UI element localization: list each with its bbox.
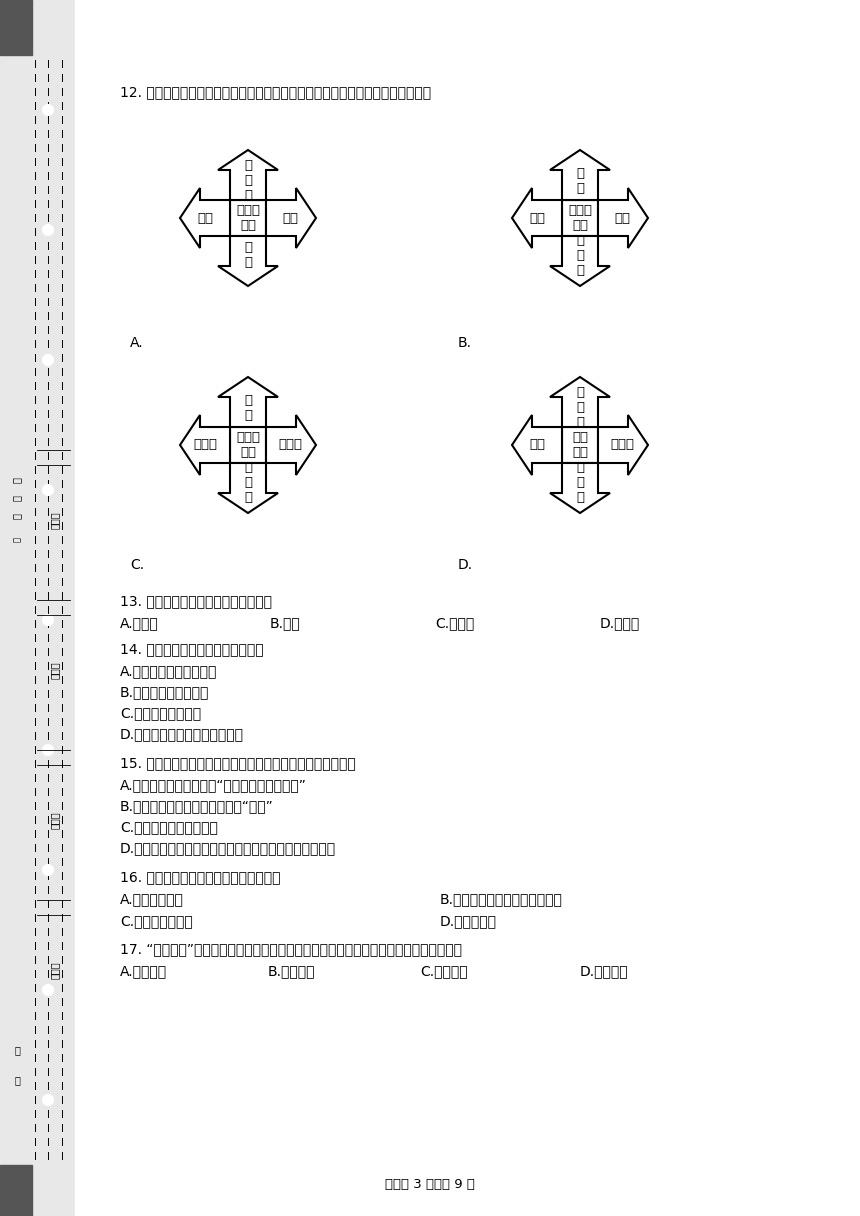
- Text: 16. 日本多火山、地震的原因是（　　）: 16. 日本多火山、地震的原因是（ ）: [120, 869, 280, 884]
- Polygon shape: [512, 415, 562, 475]
- Text: 亚
洲: 亚 洲: [244, 394, 252, 422]
- Text: 地
中
海: 地 中 海: [576, 233, 584, 277]
- Text: 订: 订: [13, 537, 22, 542]
- Text: 太
平
洋: 太 平 洋: [576, 461, 584, 503]
- Polygon shape: [598, 188, 648, 248]
- Circle shape: [42, 355, 53, 366]
- Bar: [0, 0, 32, 55]
- Text: A.: A.: [130, 336, 144, 350]
- Text: 学校：: 学校：: [50, 961, 60, 979]
- Text: B.位于板块交界地带，地壳活跃: B.位于板块交界地带，地壳活跃: [440, 893, 563, 906]
- Polygon shape: [218, 236, 278, 286]
- Text: 大
洋
洲: 大 洋 洲: [244, 461, 252, 503]
- Text: 欧洲: 欧洲: [530, 212, 546, 225]
- Text: D.地球岩石圈由七大板块拼合而成，各板块处于运动状态: D.地球岩石圈由七大板块拼合而成，各板块处于运动状态: [120, 841, 336, 855]
- Text: B.从太空中看到的地球更像一个“水球”: B.从太空中看到的地球更像一个“水球”: [120, 799, 273, 814]
- Text: A.北美洲、非洲、大洋洲: A.北美洲、非洲、大洋洲: [120, 664, 218, 679]
- Circle shape: [42, 225, 53, 236]
- Bar: [0, 1165, 32, 1216]
- Text: C.地形以山地为主: C.地形以山地为主: [120, 914, 193, 928]
- Text: 13. 全部位于南半球的大洲是（　　）: 13. 全部位于南半球的大洲是（ ）: [120, 593, 272, 608]
- Polygon shape: [266, 188, 316, 248]
- Text: 亚洲: 亚洲: [530, 439, 546, 451]
- Text: 试卷第 3 页，总 9 页: 试卷第 3 页，总 9 页: [385, 1178, 475, 1190]
- Text: 线: 线: [12, 513, 22, 519]
- Text: C.地形地势: C.地形地势: [420, 964, 468, 978]
- Polygon shape: [598, 415, 648, 475]
- Text: 亚洲: 亚洲: [282, 212, 298, 225]
- Bar: [562, 199, 598, 236]
- Text: C.世界海陆分布很不均匀: C.世界海陆分布很不均匀: [120, 820, 218, 834]
- Text: 北
冰
洋: 北 冰 洋: [576, 387, 584, 429]
- Text: 内: 内: [14, 1045, 20, 1055]
- Text: D.南美洲、非洲、亚洲、大洋洲: D.南美洲、非洲、亚洲、大洋洲: [120, 727, 244, 741]
- Text: C.只有非洲和南美洲: C.只有非洲和南美洲: [120, 706, 201, 720]
- Text: 17. “非洲之川”乞力马扎罗山位于赤道附近，山顶夏季积雪，其主要影响因素是（　　）: 17. “非洲之川”乞力马扎罗山位于赤道附近，山顶夏季积雪，其主要影响因素是（ …: [120, 942, 462, 956]
- Text: 非洲: 非洲: [198, 212, 214, 225]
- Circle shape: [42, 744, 53, 755]
- Text: 大西洋: 大西洋: [194, 439, 218, 451]
- Circle shape: [42, 865, 53, 876]
- Circle shape: [42, 105, 53, 116]
- Text: 苏伊士
运河: 苏伊士 运河: [236, 204, 260, 232]
- Text: A.纬度位置: A.纬度位置: [120, 964, 167, 978]
- Polygon shape: [218, 463, 278, 513]
- Text: D.海岩线曲折: D.海岩线曲折: [440, 914, 497, 928]
- Bar: [562, 427, 598, 463]
- Text: B.非洲: B.非洲: [270, 617, 301, 630]
- Text: 14. 赤道穿过的一组大洲是（　　）: 14. 赤道穿过的一组大洲是（ ）: [120, 642, 264, 655]
- Text: D.: D.: [458, 558, 473, 572]
- Text: 12. 图示法往往能比较直观地表示地理事物的相对位置。下列图示错误的是（　）: 12. 图示法往往能比较直观地表示地理事物的相对位置。下列图示错误的是（ ）: [120, 85, 431, 98]
- Polygon shape: [550, 377, 610, 427]
- Polygon shape: [550, 463, 610, 513]
- Circle shape: [42, 1094, 53, 1105]
- Text: 姓名：: 姓名：: [50, 811, 60, 829]
- Text: B.欧洲、亚洲、北美洲: B.欧洲、亚洲、北美洲: [120, 685, 209, 699]
- Text: 装: 装: [12, 477, 22, 483]
- Text: B.海陆分布: B.海陆分布: [268, 964, 316, 978]
- Circle shape: [42, 484, 53, 495]
- Polygon shape: [512, 188, 562, 248]
- Polygon shape: [550, 150, 610, 199]
- Polygon shape: [180, 188, 230, 248]
- Text: 马六甲
海峡: 马六甲 海峡: [236, 430, 260, 458]
- Text: 北美洲: 北美洲: [610, 439, 634, 451]
- Text: A.概略地说，地球表层是“七分海洋，三分陆地”: A.概略地说，地球表层是“七分海洋，三分陆地”: [120, 778, 307, 792]
- Bar: [0, 0, 75, 1216]
- Text: 班级：: 班级：: [50, 662, 60, 679]
- Text: C.南美洲: C.南美洲: [435, 617, 474, 630]
- Bar: [230, 427, 266, 463]
- Text: C.: C.: [130, 558, 144, 572]
- Text: 白令
海峡: 白令 海峡: [572, 430, 588, 458]
- Bar: [230, 199, 266, 236]
- Text: 黑
海: 黑 海: [576, 167, 584, 195]
- Text: 考号：: 考号：: [50, 511, 60, 529]
- Text: A.大洋洲: A.大洋洲: [120, 617, 159, 630]
- Polygon shape: [180, 415, 230, 475]
- Text: 订: 订: [12, 495, 22, 501]
- Polygon shape: [218, 377, 278, 427]
- Text: 亚洲: 亚洲: [614, 212, 630, 225]
- Text: 红
海: 红 海: [244, 242, 252, 270]
- Text: D.南极洲: D.南极洲: [600, 617, 640, 630]
- Text: 土耳其
海峡: 土耳其 海峡: [568, 204, 592, 232]
- Text: B.: B.: [458, 336, 472, 350]
- Text: 外: 外: [14, 1075, 20, 1085]
- Text: 15. 下列关于世界海陆分布和变迁的叙述，错误的是（　　）: 15. 下列关于世界海陆分布和变迁的叙述，错误的是（ ）: [120, 756, 356, 770]
- Polygon shape: [550, 236, 610, 286]
- Text: A.人类活动频繁: A.人类活动频繁: [120, 893, 184, 906]
- Circle shape: [42, 614, 53, 625]
- Text: 太平洋: 太平洋: [278, 439, 302, 451]
- Polygon shape: [218, 150, 278, 199]
- Circle shape: [42, 985, 53, 996]
- Text: 地
中
海: 地 中 海: [244, 159, 252, 202]
- Polygon shape: [266, 415, 316, 475]
- Text: D.人类活动: D.人类活动: [580, 964, 629, 978]
